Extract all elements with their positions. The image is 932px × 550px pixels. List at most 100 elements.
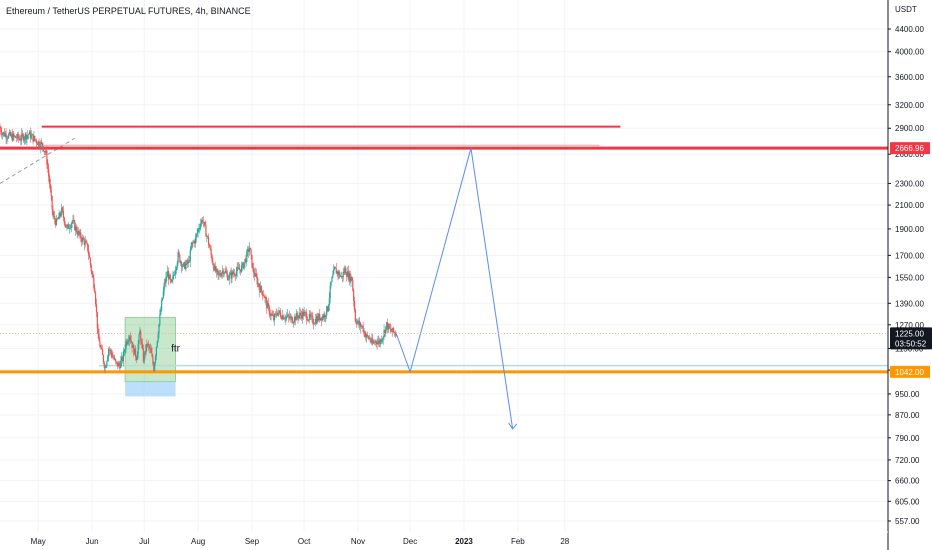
candle-body — [259, 287, 261, 293]
candle-body — [342, 272, 344, 278]
candle-body — [92, 273, 94, 278]
candle-body — [113, 357, 115, 360]
candle-body — [134, 348, 136, 355]
candle-body — [386, 322, 389, 330]
candle-body — [386, 322, 388, 327]
candle-body — [153, 363, 155, 371]
candle-body — [395, 334, 397, 336]
candle-body — [144, 352, 146, 354]
candle-body — [215, 268, 217, 272]
candle-body — [352, 280, 354, 291]
candle-body — [273, 314, 276, 321]
candle-body — [216, 268, 218, 271]
candle-body — [154, 362, 156, 371]
candle-body — [244, 258, 246, 263]
candle-body — [240, 269, 242, 272]
candle-body — [34, 135, 36, 140]
candle-body — [2, 133, 4, 136]
candle-body — [194, 241, 196, 244]
candle-body — [42, 146, 45, 151]
candle-body — [6, 138, 8, 139]
candle-body — [49, 184, 51, 190]
price-tick-label: 1270.00 — [895, 321, 924, 330]
candle-body — [135, 357, 138, 361]
candle-body — [300, 312, 302, 315]
candle-body — [228, 274, 230, 280]
candle-body — [160, 310, 162, 315]
candle-body — [354, 309, 356, 322]
candle-body — [147, 343, 149, 346]
candle-body — [368, 338, 370, 339]
candle-body — [67, 224, 69, 227]
candle-body — [356, 321, 358, 324]
candle-body — [323, 314, 325, 319]
candle-body — [283, 318, 285, 320]
trend-line[interactable] — [0, 137, 75, 184]
candle-body — [69, 227, 71, 229]
candle-body — [349, 273, 351, 282]
resistance-main-axis-label: 2666.96 — [895, 144, 924, 153]
candle-body — [28, 131, 31, 135]
candle-body — [254, 273, 257, 277]
candle-body — [324, 314, 326, 318]
candle-body — [95, 304, 98, 312]
forecast-path[interactable] — [395, 148, 514, 430]
candle-body — [272, 315, 274, 316]
candle-body — [166, 276, 168, 278]
candle-body — [239, 269, 241, 271]
candle-body — [106, 361, 108, 367]
candle-body — [227, 279, 230, 281]
candle-body — [305, 312, 307, 314]
support-zone-box[interactable] — [125, 381, 176, 397]
candle-body — [237, 267, 239, 268]
candle-body — [152, 356, 154, 364]
candle-body — [268, 306, 270, 315]
candle-body — [250, 249, 252, 255]
candle-body — [85, 241, 87, 243]
price-tick-label: 2900.00 — [895, 124, 924, 133]
candle-body — [179, 255, 181, 263]
candle-body — [140, 331, 142, 343]
candle-body — [343, 272, 345, 273]
candle-body — [291, 316, 293, 323]
candle-body — [266, 299, 268, 309]
time-tick-label: 2023 — [455, 537, 473, 546]
candle-body — [100, 347, 102, 348]
candle-body — [307, 319, 310, 321]
candle-body — [64, 223, 66, 225]
candle-body — [39, 146, 41, 148]
candle-body — [119, 365, 121, 369]
candle-body — [28, 134, 30, 135]
candle-body — [221, 270, 224, 274]
candle-body — [379, 339, 382, 345]
candle-body — [120, 360, 122, 369]
candle-body — [392, 327, 394, 332]
candle-body — [286, 316, 288, 317]
candle-body — [61, 207, 64, 212]
price-tick-label: 4400.00 — [895, 25, 924, 34]
candle-body — [208, 244, 211, 248]
candle-body — [314, 318, 317, 324]
candle-body — [367, 336, 370, 339]
chart-title: Ethereum / TetherUS PERPETUAL FUTURES, 4… — [6, 6, 251, 16]
candle-body — [377, 341, 379, 344]
candle-body — [158, 324, 160, 335]
candle-body — [355, 321, 357, 324]
candle-body — [340, 276, 342, 277]
candle-body — [130, 340, 132, 343]
candle-body — [327, 305, 330, 312]
candle-body — [108, 349, 110, 357]
currency-label: USDT — [895, 5, 917, 14]
candle-body — [141, 343, 144, 349]
candle-body — [285, 316, 287, 320]
time-tick-label: Jun — [86, 537, 99, 546]
candle-body — [37, 141, 39, 145]
candle-body — [55, 220, 57, 225]
candle-body — [308, 314, 310, 320]
candle-body — [147, 343, 150, 346]
candle-body — [351, 276, 353, 281]
candle-body — [20, 139, 22, 141]
current-price-badge — [890, 327, 932, 350]
